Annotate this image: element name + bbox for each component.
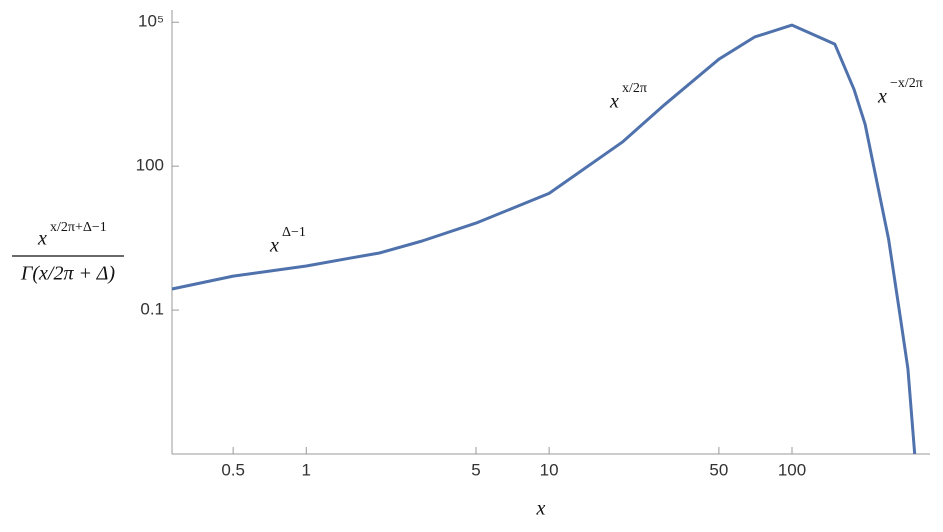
x-tick-label: 1 (302, 460, 311, 479)
x-tick-label: 50 (709, 460, 728, 479)
annotation-exponent: −x/2π (890, 76, 923, 91)
y-tick-label: 100 (136, 156, 164, 175)
x-axis-label: x (536, 498, 546, 520)
annotation-base: x (269, 235, 279, 257)
x-tick-label: 10 (540, 460, 559, 479)
x-tick-label: 0.5 (221, 460, 245, 479)
annotation-base: x (609, 91, 619, 113)
y-tick-label: 0.1 (140, 300, 164, 319)
annotation-exponent: Δ−1 (282, 225, 306, 240)
y-label-base: x (37, 228, 47, 250)
x-tick-label: 5 (471, 460, 480, 479)
y-tick-label: 10⁵ (138, 12, 164, 31)
y-label-exponent: x/2π+Δ−1 (50, 220, 107, 235)
y-label-denominator: Γ(x/2π + Δ) (20, 263, 115, 285)
annotation-exponent: x/2π (622, 81, 647, 96)
line-series (171, 23, 917, 455)
annotation-base: x (877, 86, 887, 108)
x-tick-label: 100 (778, 460, 806, 479)
